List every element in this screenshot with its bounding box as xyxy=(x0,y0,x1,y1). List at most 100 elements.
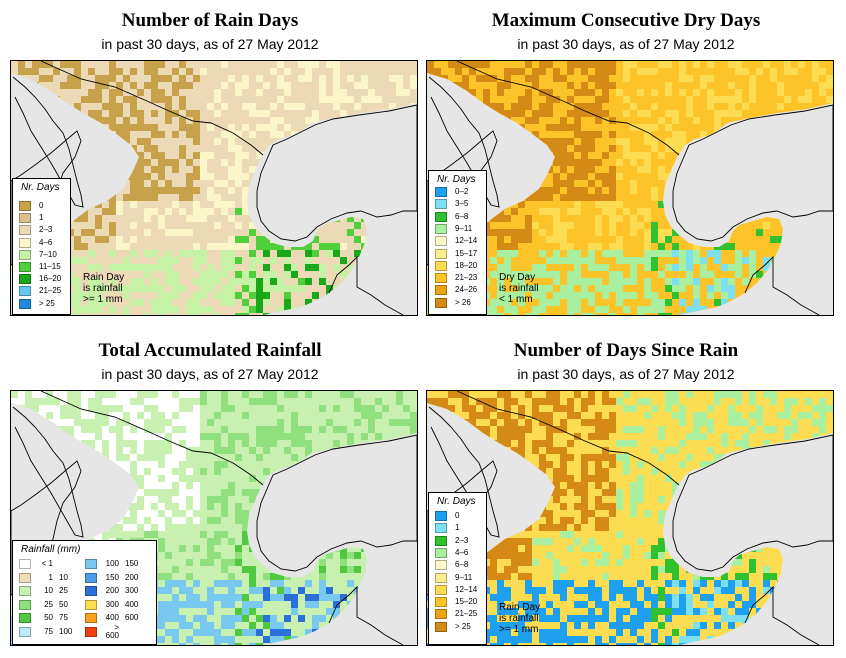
legend-swatch xyxy=(19,274,31,285)
legend-item: 0–2 xyxy=(435,187,468,197)
legend-item: 4–6 xyxy=(435,547,469,558)
legend-swatch xyxy=(85,572,97,583)
legend-item: 200 300 xyxy=(85,586,145,596)
legend-item: > 26 xyxy=(435,297,471,308)
legend-label: 6–8 xyxy=(455,560,469,570)
panel-rain-days: Number of Rain Days in past 30 days, as … xyxy=(0,0,420,325)
legend-item: > 25 xyxy=(435,621,471,632)
legend-swatch xyxy=(435,609,447,620)
map-baja-outline xyxy=(12,76,84,208)
legend-swatch xyxy=(435,236,447,247)
legend-range-low: 200 xyxy=(105,586,119,595)
legend-swatch xyxy=(19,225,31,236)
legend-range-high: 150 xyxy=(125,559,139,568)
legend-label: 21–25 xyxy=(39,286,62,296)
note-dry-day: Dry Day is rainfall < 1 mm xyxy=(499,272,539,305)
map-gulf-of-mexico xyxy=(672,434,833,572)
panel-subtitle: in past 30 days, as of 27 May 2012 xyxy=(101,36,319,52)
legend-label: > 25 xyxy=(39,298,55,308)
panel-subtitle: in past 30 days, as of 27 May 2012 xyxy=(517,36,735,52)
legend-item: 1 xyxy=(19,213,44,224)
map-baja-outline xyxy=(428,76,500,208)
legend-swatch xyxy=(435,621,447,632)
map-rain-days xyxy=(10,60,418,316)
legend-range-low: 75 xyxy=(44,626,53,636)
legend-label: 0 xyxy=(39,201,44,210)
legend-label: 24–26 xyxy=(455,285,478,295)
legend-item: > 25 xyxy=(19,298,55,309)
legend-item: 9–11 xyxy=(435,572,473,583)
legend-swatch xyxy=(19,298,31,309)
legend-item: 15–20 xyxy=(435,597,478,608)
legend-item: 9–11 xyxy=(435,223,473,234)
legend-item: 2–3 xyxy=(19,225,52,236)
legend-range-low: 10 xyxy=(44,586,53,595)
panel-title: Total Accumulated Rainfall xyxy=(98,340,322,361)
legend-total-rainfall: Rainfall (mm) < 1 1 10 10 25 25 50 50 75 75 100 100… xyxy=(12,540,157,645)
legend-item: 2–3 xyxy=(435,535,468,546)
legend-swatch xyxy=(435,547,447,558)
legend-item: 3–5 xyxy=(435,199,468,210)
legend-dry-days: Nr. Days 0–2 3–5 6–8 9–11 12–14 15–17 18–20 21–… xyxy=(428,170,487,315)
map-us-mexico-border xyxy=(456,391,680,486)
legend-item: 25 50 xyxy=(19,599,79,610)
legend-swatch xyxy=(19,613,31,623)
legend-item: < 1 xyxy=(19,559,79,569)
legend-label: 4–6 xyxy=(39,237,53,247)
legend-swatch xyxy=(19,559,31,569)
legend-swatch xyxy=(435,511,447,521)
legend-item: 10 25 xyxy=(19,586,79,596)
legend-range-high: 75 xyxy=(59,613,68,622)
legend-item: 150 200 xyxy=(85,572,145,583)
legend-range-high: 300 xyxy=(125,586,139,595)
legend-swatch xyxy=(435,584,447,595)
panel-subtitle: in past 30 days, as of 27 May 2012 xyxy=(101,366,319,382)
legend-range-high: 25 xyxy=(59,586,68,595)
legend-swatch xyxy=(19,586,31,596)
map-canvas xyxy=(11,391,417,645)
legend-swatch xyxy=(435,523,447,534)
legend-label: 4–6 xyxy=(455,547,469,557)
legend-label: 0 xyxy=(455,511,460,520)
legend-swatch xyxy=(435,597,447,608)
map-central-america-borders xyxy=(328,585,404,645)
legend-item: 16–20 xyxy=(19,274,62,285)
legend-item: 50 75 xyxy=(19,613,79,623)
legend-item: 1 xyxy=(435,523,459,534)
legend-item: 0 xyxy=(19,201,43,211)
legend-days-since-rain: Nr. Days 0 1 2–3 4–6 6–8 9–11 12–14 15–20 21–25 >… xyxy=(428,492,487,645)
legend-range-low: 1 xyxy=(48,572,53,582)
legend-item: > 600 xyxy=(85,623,145,639)
panel-title: Number of Rain Days xyxy=(121,10,299,31)
legend-item: 18–20 xyxy=(435,260,478,271)
legend-swatch xyxy=(435,572,447,583)
legend-label: 9–11 xyxy=(455,223,473,233)
legend-item: 6–8 xyxy=(435,211,468,222)
legend-label: 12–14 xyxy=(455,236,478,246)
legend-range-high: 400 xyxy=(125,599,139,609)
legend-swatch xyxy=(435,223,447,234)
legend-swatch xyxy=(85,626,97,637)
legend-title: Nr. Days xyxy=(437,174,476,185)
legend-label: 18–20 xyxy=(455,260,478,270)
legend-title: Rainfall (mm) xyxy=(21,544,81,555)
legend-label: 11–15 xyxy=(39,262,61,271)
legend-item: 24–26 xyxy=(435,285,478,296)
map-central-america-borders xyxy=(744,585,820,645)
legend-range-high: 100 xyxy=(59,626,73,636)
legend-item: 7–10 xyxy=(19,249,57,260)
legend-label: 15–20 xyxy=(455,597,478,607)
legend-item: 11–15 xyxy=(19,262,61,272)
map-canvas xyxy=(427,391,833,645)
legend-label: 1 xyxy=(39,213,44,223)
legend-item: 75 100 xyxy=(19,626,79,637)
map-us-mexico-border xyxy=(40,61,264,156)
legend-label: 9–11 xyxy=(455,572,473,582)
legend-swatch xyxy=(19,201,31,211)
legend-range-low: 400 xyxy=(105,613,119,622)
map-canvas xyxy=(11,61,417,315)
legend-swatch xyxy=(19,262,31,272)
legend-swatch xyxy=(19,286,31,297)
legend-label: 16–20 xyxy=(39,274,62,284)
legend-swatch xyxy=(435,211,447,222)
